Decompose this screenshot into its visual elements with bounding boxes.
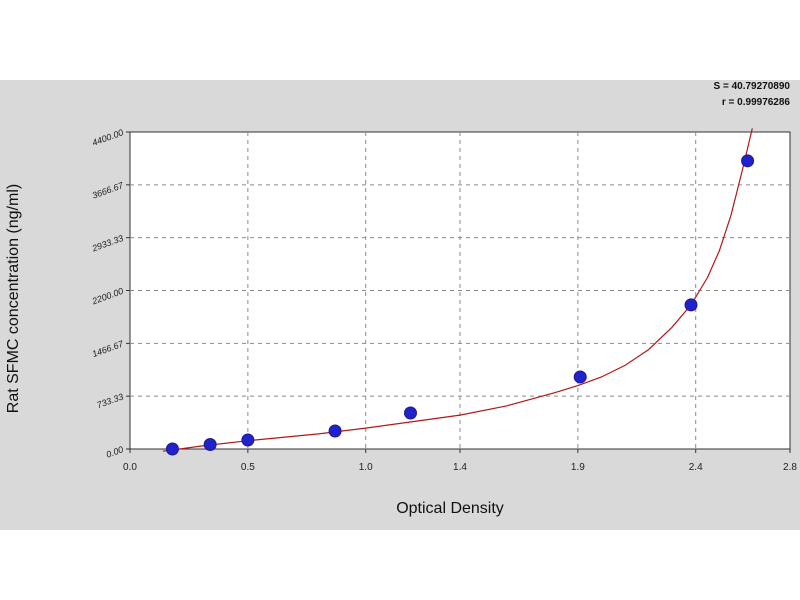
- y-tick-label: 733.33: [95, 391, 124, 410]
- data-point: [741, 154, 755, 168]
- x-tick-label: 1.0: [359, 462, 373, 473]
- x-tick-label: 0.0: [123, 462, 137, 473]
- x-tick-label: 1.4: [453, 462, 467, 473]
- y-tick-label: 1466.67: [91, 338, 126, 359]
- x-axis-ticks: 0.0 0.5 1.0 1.4 1.9 2.4 2.8: [123, 449, 797, 473]
- x-axis-title: Optical Density: [396, 500, 504, 517]
- x-tick-label: 2.8: [783, 462, 797, 473]
- data-point: [241, 433, 255, 447]
- fit-curve: [162, 128, 753, 452]
- stat-r: r = 0.99976286: [722, 97, 791, 108]
- data-point: [404, 406, 417, 420]
- stat-s: S = 40.79270890: [714, 81, 791, 92]
- y-tick-label: 0.00: [105, 444, 125, 459]
- grid: [130, 132, 790, 449]
- data-point: [165, 442, 179, 456]
- x-tick-label: 0.5: [241, 462, 255, 473]
- y-axis-title: Rat SFMC concentration (ng/ml): [5, 184, 22, 413]
- y-axis-ticks: 0.00 733.33 1466.67 2200.00 2933.33 3666.67 44…: [90, 127, 130, 460]
- y-tick-label: 3666.67: [91, 180, 126, 201]
- data-points: [165, 154, 755, 456]
- data-point: [328, 424, 342, 438]
- data-point: [684, 298, 698, 312]
- chart: 0.0 0.5 1.0 1.4 1.9 2.4 2.8 0.00 733.33 1466.67 2…: [5, 81, 797, 517]
- y-tick-label: 2200.00: [90, 286, 125, 307]
- x-tick-label: 2.4: [689, 462, 703, 473]
- chart-panel: 0.0 0.5 1.0 1.4 1.9 2.4 2.8 0.00 733.33 1466.67 2…: [0, 80, 800, 530]
- y-tick-label: 4400.00: [91, 127, 125, 148]
- data-point: [573, 370, 587, 384]
- data-point: [203, 437, 217, 451]
- y-tick-label: 2933.33: [90, 233, 125, 254]
- x-tick-label: 1.9: [571, 462, 585, 473]
